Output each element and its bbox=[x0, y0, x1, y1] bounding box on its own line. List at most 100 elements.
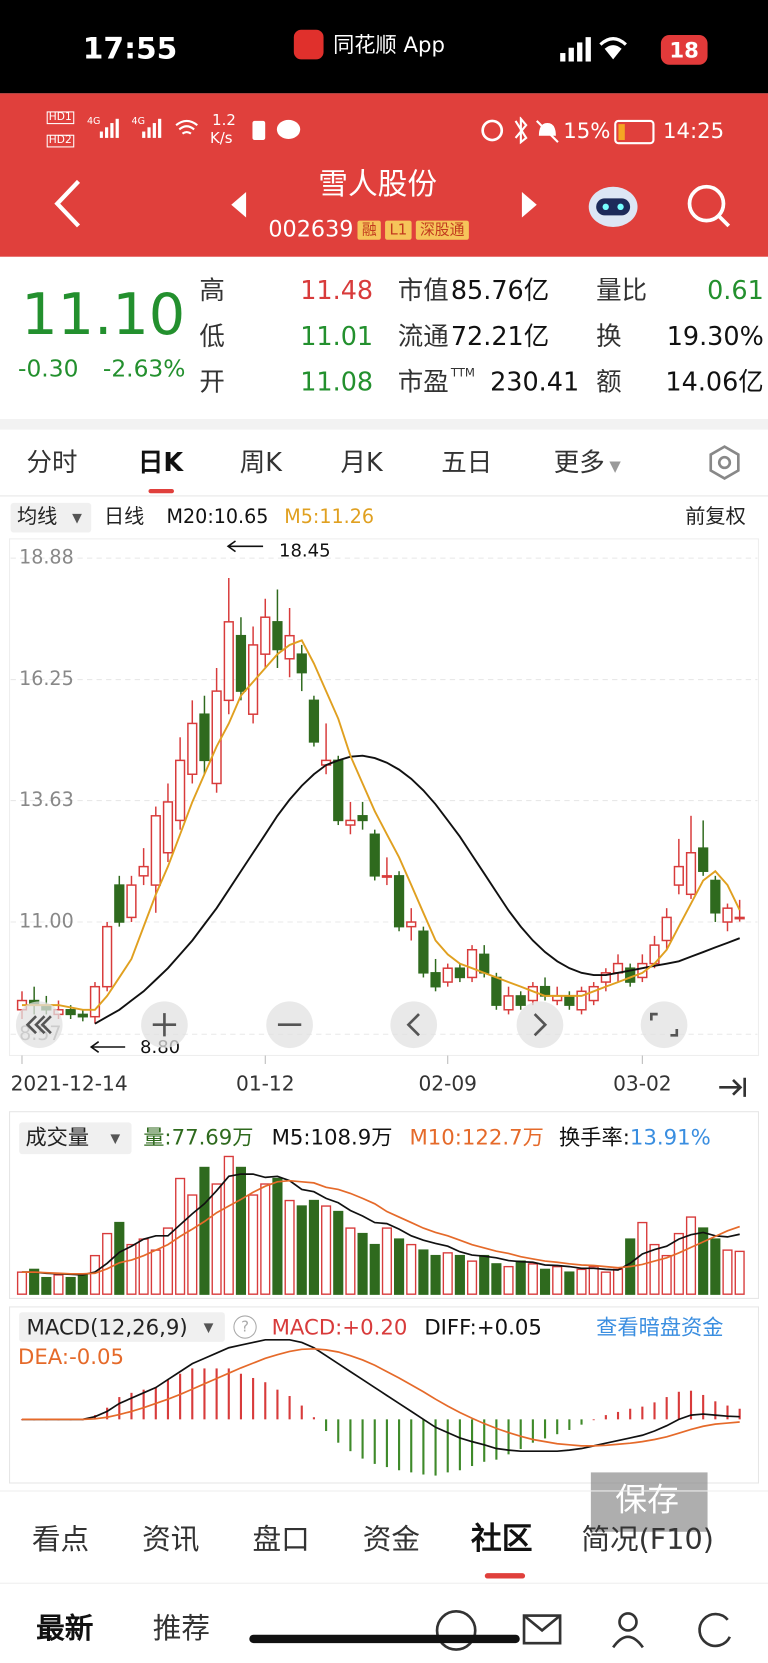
candle-body bbox=[698, 847, 709, 872]
info-tab[interactable]: 看点 bbox=[31, 1523, 90, 1557]
dark-pool-link[interactable]: 查看暗盘资金 bbox=[596, 1314, 724, 1340]
volume-bar bbox=[89, 1254, 101, 1295]
quote-label: 换 bbox=[596, 321, 622, 352]
hd-badge: HD2 bbox=[46, 134, 74, 148]
candle-body bbox=[479, 953, 490, 974]
macd-bar bbox=[142, 1389, 145, 1420]
quote-label: 市值 bbox=[397, 275, 449, 306]
period-tab[interactable]: 周K bbox=[239, 447, 282, 478]
quote-label: 开 bbox=[199, 367, 225, 397]
macd-bar bbox=[592, 1419, 595, 1421]
ma-selector-label: 均线 bbox=[16, 504, 58, 529]
ma-selector[interactable] bbox=[10, 502, 92, 533]
quote-value: 11.01 bbox=[300, 321, 374, 352]
volume-bar bbox=[114, 1221, 125, 1295]
prev-stock[interactable] bbox=[231, 192, 247, 218]
volume-bar bbox=[479, 1254, 490, 1295]
legend-m20: M20:10.65 bbox=[166, 506, 269, 529]
info-tab[interactable]: 资讯 bbox=[142, 1523, 200, 1557]
macd-bar bbox=[337, 1419, 340, 1443]
search-button[interactable] bbox=[687, 184, 726, 223]
hd-badge: HD1 bbox=[46, 111, 74, 125]
stock-name: 雪人股份 bbox=[318, 166, 438, 202]
message-button[interactable] bbox=[522, 1614, 562, 1645]
info-tab[interactable]: 简况(F10) bbox=[581, 1523, 714, 1557]
prev-button[interactable] bbox=[390, 1001, 438, 1049]
candle-body bbox=[600, 972, 611, 983]
volume-bar bbox=[503, 1265, 514, 1295]
macd-bar bbox=[714, 1401, 717, 1420]
quote-value: 230.41 bbox=[490, 367, 580, 397]
turnover: 换手率:13.91% bbox=[559, 1127, 711, 1148]
volume-bar bbox=[710, 1238, 721, 1295]
profile-button[interactable] bbox=[618, 1612, 638, 1632]
more-tab[interactable]: 更多 ▼ bbox=[553, 447, 621, 478]
divider bbox=[0, 419, 768, 430]
volume-bar bbox=[65, 1276, 76, 1295]
next-stock[interactable] bbox=[521, 192, 537, 218]
macd-bar bbox=[483, 1419, 486, 1462]
next-button[interactable] bbox=[516, 1001, 564, 1049]
legend-vol-m10: M10:122.7万 bbox=[409, 1124, 544, 1150]
macd-frame bbox=[9, 1306, 760, 1484]
save-button[interactable] bbox=[590, 1472, 708, 1532]
adjust-label[interactable]: 前复权 bbox=[685, 504, 746, 529]
post-button[interactable] bbox=[435, 1610, 477, 1651]
macd-bar bbox=[276, 1389, 279, 1420]
candle-body bbox=[722, 907, 733, 923]
inner-battery: 15% bbox=[563, 117, 611, 144]
annotation-arrowhead bbox=[89, 1041, 100, 1053]
indicator-selector[interactable] bbox=[19, 1312, 225, 1342]
back-button[interactable] bbox=[54, 179, 81, 228]
home-indicator bbox=[249, 1634, 520, 1644]
legend-diff: DIFF:+0.05 bbox=[424, 1314, 542, 1340]
macd-bar bbox=[325, 1419, 328, 1432]
volume-bar bbox=[491, 1263, 502, 1295]
feed-tab-active[interactable]: 最新 bbox=[36, 1612, 94, 1646]
macd-bar bbox=[349, 1419, 352, 1452]
period-tab[interactable]: 月K bbox=[340, 447, 383, 478]
candle-body bbox=[345, 819, 356, 826]
scroll-left-button[interactable] bbox=[15, 1001, 63, 1049]
period-tab[interactable]: 五日 bbox=[441, 447, 493, 478]
quote-label: 高 bbox=[199, 275, 225, 306]
period-tab-active[interactable]: 日K bbox=[137, 447, 184, 478]
divider bbox=[0, 1582, 768, 1584]
refresh-button[interactable] bbox=[698, 1612, 732, 1648]
volume-ma-line bbox=[21, 1179, 740, 1275]
macd-bar bbox=[264, 1382, 267, 1420]
period-tab[interactable]: 分时 bbox=[26, 447, 78, 478]
candle-body bbox=[235, 634, 247, 692]
indicator-selector[interactable] bbox=[19, 1122, 132, 1155]
help-icon[interactable]: ? bbox=[233, 1315, 257, 1339]
dropdown-arrow: ▼ bbox=[110, 1130, 121, 1146]
nav-icons bbox=[54, 179, 731, 228]
y-tick-label: 16.25 bbox=[19, 667, 74, 690]
settings-button[interactable] bbox=[706, 444, 742, 480]
candle-body bbox=[65, 1009, 76, 1016]
volume-bar bbox=[321, 1205, 332, 1295]
info-tab-active[interactable]: 社区 bbox=[470, 1520, 533, 1557]
divider bbox=[0, 495, 768, 497]
macd-bar bbox=[738, 1408, 741, 1420]
ma-line bbox=[94, 754, 741, 1025]
info-tab[interactable]: 盘口 bbox=[252, 1523, 310, 1557]
candle-body bbox=[260, 616, 271, 655]
volume-label: 成交量 bbox=[25, 1124, 90, 1150]
macd-bar bbox=[227, 1368, 230, 1420]
volume-bar bbox=[406, 1243, 417, 1295]
candle-body bbox=[187, 722, 198, 775]
volume-bar bbox=[126, 1243, 137, 1295]
feed-tab[interactable]: 推荐 bbox=[152, 1612, 211, 1646]
fullscreen-button[interactable] bbox=[640, 1001, 688, 1049]
info-tab[interactable]: 资金 bbox=[362, 1523, 421, 1557]
candle-body bbox=[576, 990, 587, 1011]
macd-bar bbox=[665, 1397, 668, 1420]
volume-bar bbox=[698, 1227, 709, 1295]
candle-body bbox=[138, 865, 149, 877]
net-speed-unit: K/s bbox=[210, 130, 233, 148]
macd-bar bbox=[385, 1419, 388, 1468]
jump-latest-button[interactable] bbox=[715, 1071, 751, 1103]
